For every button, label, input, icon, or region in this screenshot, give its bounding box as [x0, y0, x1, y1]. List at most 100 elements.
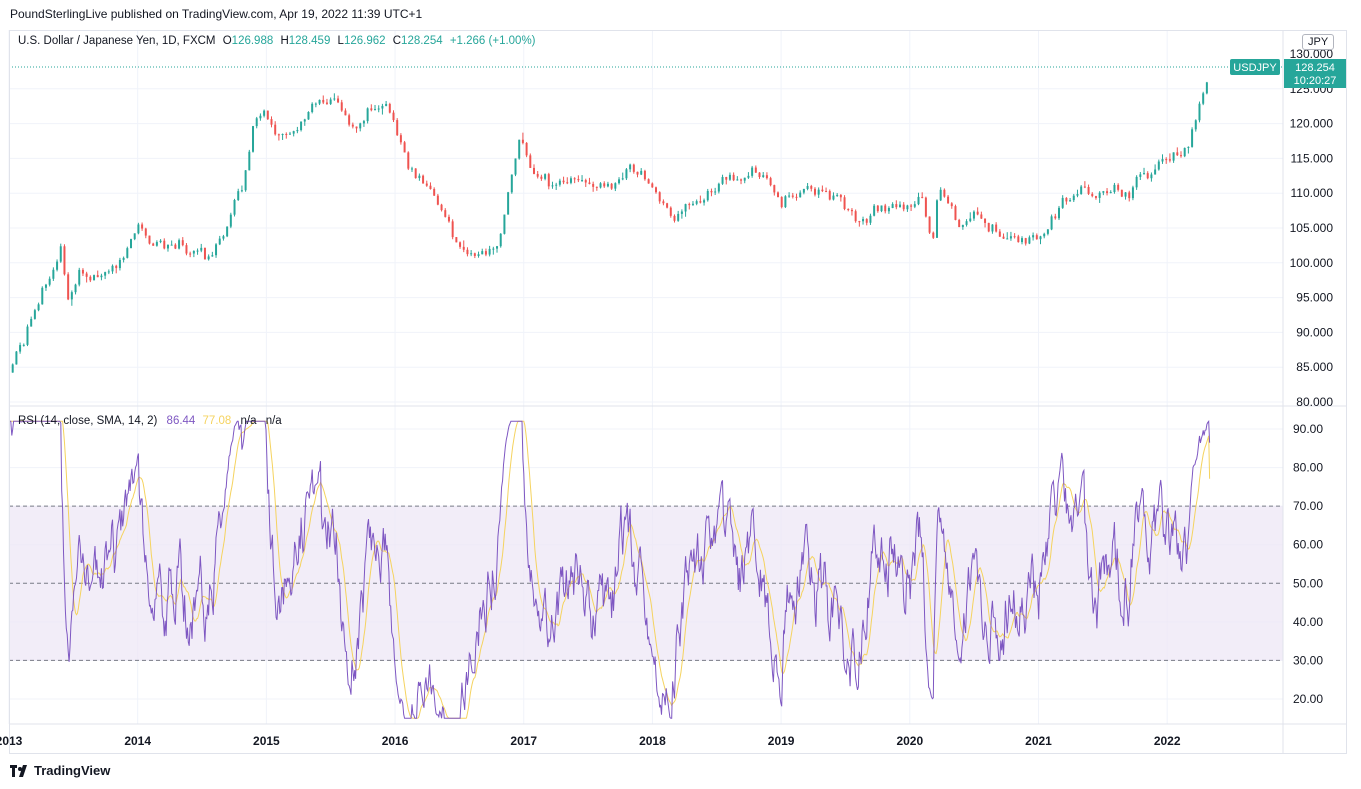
candle-body [444, 210, 447, 217]
candle-body [189, 253, 192, 255]
candle-body [41, 287, 44, 305]
candle-body [902, 204, 905, 210]
tradingview-footer[interactable]: TradingView [10, 763, 110, 778]
candle-body [736, 179, 739, 181]
candle-body [440, 204, 443, 211]
candle-body [362, 121, 365, 124]
candle-body [1168, 159, 1171, 161]
candle-body [610, 183, 613, 189]
candle-body [1098, 192, 1101, 198]
candle-body [1102, 191, 1105, 193]
candle-body [118, 259, 121, 269]
open-label: O [222, 35, 232, 47]
candle-body [200, 247, 203, 251]
candle-body [858, 221, 861, 223]
candle-body [1139, 174, 1142, 177]
candle-body [621, 178, 624, 180]
candle-body [1183, 147, 1186, 157]
candle-body [1083, 186, 1086, 188]
close-label: C [392, 35, 402, 47]
candle-body [1191, 129, 1194, 147]
price-tick-label: 105.000 [1290, 221, 1334, 235]
candle-body [910, 205, 913, 207]
candle-body [466, 249, 469, 255]
candle-body [266, 110, 269, 120]
candle-body [751, 167, 754, 176]
low-value: 126.962 [343, 35, 386, 47]
candle-body [370, 108, 373, 111]
candle-body [1094, 196, 1097, 198]
series-title[interactable]: U.S. Dollar / Japanese Yen, 1D, FXCM [18, 35, 216, 47]
rsi-title[interactable]: RSI (14, close, SMA, 14, 2) [18, 415, 158, 427]
candle-body [1194, 120, 1197, 130]
candle-body [777, 192, 780, 198]
candle-body [976, 211, 979, 215]
candle-body [795, 196, 798, 198]
price-tag-countdown: 10:20:27 [1294, 75, 1337, 87]
candle-body [488, 248, 491, 255]
candle-body [714, 191, 717, 193]
candle-body [410, 168, 413, 170]
candle-body [547, 174, 550, 187]
rsi-series [9, 419, 1211, 719]
candle-body [954, 206, 957, 220]
candle-body [695, 201, 698, 204]
candle-body [244, 170, 247, 191]
candle-body [1054, 216, 1057, 219]
candle-body [496, 246, 499, 249]
candle-body [218, 238, 221, 245]
candle-body [307, 112, 310, 120]
candle-body [11, 364, 14, 373]
candle-body [1013, 236, 1016, 238]
candle-body [655, 187, 658, 193]
candle-body [581, 180, 584, 182]
candle-body [788, 195, 791, 197]
candle-body [677, 213, 680, 221]
candle-body [887, 207, 890, 212]
candle-body [203, 247, 206, 260]
candle-body [987, 222, 990, 232]
candle-body [1172, 152, 1175, 161]
main-series-legend[interactable]: U.S. Dollar / Japanese Yen, 1D, FXCM O12… [18, 35, 536, 47]
last-price-label: USDJPY 128.254 10:20:27 [1230, 59, 1346, 88]
candle-body [337, 98, 340, 103]
candle-body [743, 177, 746, 181]
candle-body [998, 231, 1001, 237]
candle-body [226, 226, 229, 237]
candle-body [950, 203, 953, 207]
candle-body [810, 186, 813, 189]
candle-body [618, 179, 621, 184]
candle-body [732, 174, 735, 181]
candle-body [532, 167, 535, 174]
candle-body [566, 182, 569, 184]
candle-body [174, 244, 177, 249]
price-tick-label: 80.000 [1296, 395, 1333, 409]
candle-body [229, 214, 232, 227]
candle-body [1091, 193, 1094, 197]
candle-body [899, 204, 902, 208]
open-value: 126.988 [231, 35, 274, 47]
symbol-tag-text: USDJPY [1233, 62, 1277, 74]
candle-body [1146, 173, 1149, 179]
currency-button[interactable]: JPY [1302, 34, 1335, 50]
candle-body [1106, 191, 1109, 194]
candle-body [93, 275, 96, 281]
candle-body [436, 195, 439, 205]
candle-body [754, 167, 757, 173]
rsi-legend[interactable]: RSI (14, close, SMA, 14, 2) 86.44 77.08 … [18, 415, 282, 427]
candle-body [913, 204, 916, 207]
candle-body [1165, 159, 1168, 161]
rsi-tick-label: 60.00 [1293, 538, 1323, 552]
price-tag-value: 128.254 [1295, 62, 1335, 74]
candle-body [1057, 207, 1060, 219]
price-tick-label: 115.000 [1291, 151, 1334, 165]
candle-body [658, 192, 661, 202]
candle-body [1050, 216, 1053, 230]
candle-body [791, 195, 794, 197]
symbol-tag [1230, 59, 1280, 75]
candle-body [15, 351, 18, 365]
candle-body [19, 345, 22, 352]
time-tick-label: 2016 [382, 734, 409, 748]
candle-body [725, 176, 728, 180]
candle-body [813, 188, 816, 195]
